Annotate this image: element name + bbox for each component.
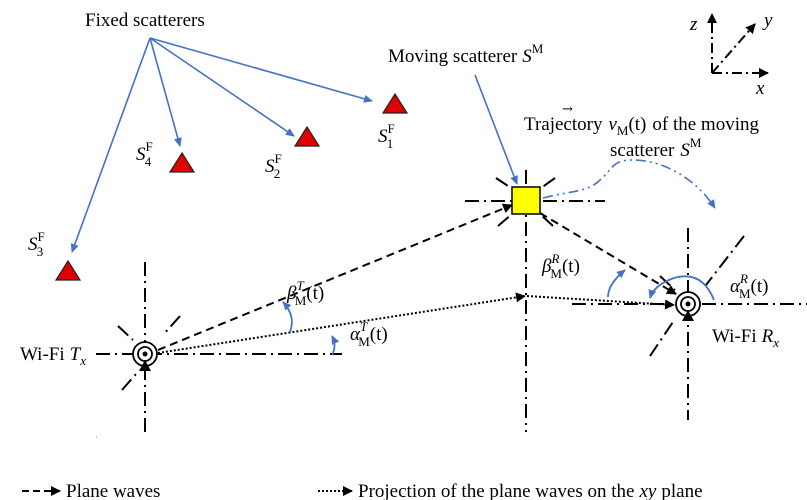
- tx-axis-lines-visible: [96, 262, 342, 436]
- rx-label: Wi-Fi Rx: [712, 326, 779, 350]
- alpha-r-arc: [648, 275, 715, 301]
- beta-r-label: βR M(t): [541, 251, 580, 281]
- label-s2: SF 2: [265, 151, 282, 181]
- axis-x-label: x: [755, 78, 765, 99]
- axis-z-label: z: [689, 14, 698, 35]
- coordinate-axes: [707, 13, 769, 78]
- tx-antenna: [132, 341, 158, 371]
- beta-t-arc: [282, 301, 293, 333]
- fixed-scatterers-label: Fixed scatterers: [85, 10, 205, 31]
- trajectory-label-line2: scatterer SM: [610, 135, 702, 161]
- projection-tx: [157, 292, 526, 354]
- axis-y-label: y: [762, 10, 773, 31]
- plane-wave-tx-to-scatterer: [157, 203, 513, 351]
- fixed-scatterer-s2: [293, 125, 321, 147]
- beta-r-arc: [607, 269, 626, 298]
- fixed-scatterer-s1: [381, 92, 409, 114]
- legend-plane-waves-label: Plane waves: [66, 481, 160, 500]
- alpha-t-label: αT M(t): [350, 319, 388, 349]
- moving-scatterer-label: Moving scatterer SM: [388, 41, 544, 67]
- legend-projection-label: Projection of the plane waves on the xy pl…: [358, 481, 703, 500]
- rx-axis-lines: [572, 228, 807, 420]
- fixed-scatterer-s3: [54, 259, 82, 281]
- plane-wave-scatterer-to-rx: [539, 212, 677, 295]
- moving-scatterer-axes: [465, 170, 605, 432]
- legend: Plane waves Projection of the plane wave…: [22, 481, 703, 500]
- moving-scatterer-square: [511, 186, 541, 215]
- moving-scatterer-arrow: [474, 74, 518, 185]
- tx-label: Wi-Fi Tx: [20, 344, 86, 368]
- alpha-t-arc: [331, 335, 340, 356]
- trajectory-label-line1: Trajectory vM(t) of the moving: [524, 114, 759, 138]
- label-s3: SF 3: [28, 229, 45, 259]
- beta-t-label: βT M(t): [286, 278, 324, 308]
- alpha-r-label: αR M(t): [730, 271, 768, 301]
- fixed-scatterer-s4: [168, 151, 196, 173]
- label-s1: SF 1: [378, 121, 395, 151]
- label-s4: SF 4: [136, 139, 153, 169]
- trajectory-curve: [542, 159, 716, 209]
- fixed-scatterer-arrows: [70, 37, 373, 253]
- projection-rx: [526, 295, 675, 310]
- vector-arrow-glyph: →: [562, 102, 573, 117]
- rx-antenna: [675, 291, 701, 321]
